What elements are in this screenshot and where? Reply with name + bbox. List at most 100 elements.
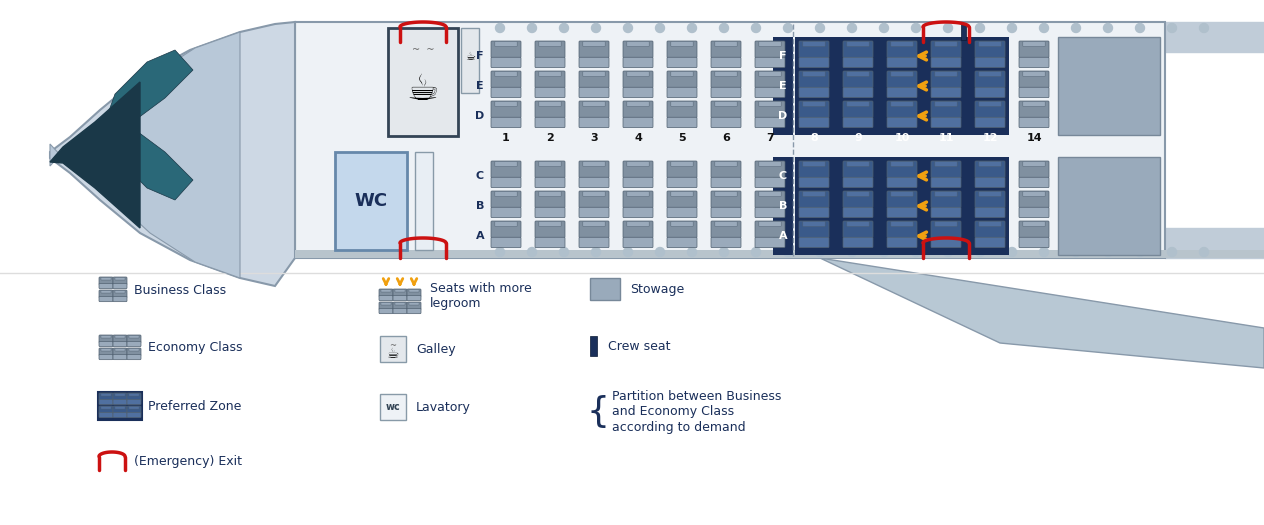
FancyBboxPatch shape [1019,101,1049,118]
Bar [1058,157,1160,255]
FancyBboxPatch shape [975,237,1005,248]
FancyBboxPatch shape [887,221,916,237]
FancyBboxPatch shape [803,41,825,46]
FancyBboxPatch shape [847,101,870,107]
Text: D: D [475,111,484,121]
FancyBboxPatch shape [803,101,825,107]
Circle shape [688,247,696,257]
FancyBboxPatch shape [380,289,391,292]
FancyBboxPatch shape [710,207,741,218]
FancyBboxPatch shape [99,412,112,418]
FancyBboxPatch shape [535,117,565,128]
Text: 8: 8 [810,133,818,143]
Text: Economy Class: Economy Class [148,341,243,354]
FancyBboxPatch shape [407,296,421,301]
Circle shape [1072,247,1081,257]
Text: ~  ~: ~ ~ [412,45,435,55]
Text: ☕: ☕ [387,347,399,361]
Bar [380,336,406,362]
FancyBboxPatch shape [935,41,957,46]
FancyBboxPatch shape [932,191,961,207]
FancyBboxPatch shape [112,335,126,343]
FancyBboxPatch shape [623,87,653,98]
FancyBboxPatch shape [623,191,653,207]
Bar [415,152,434,250]
Text: Stowage: Stowage [629,282,684,296]
FancyBboxPatch shape [99,335,112,343]
Circle shape [976,24,985,33]
FancyBboxPatch shape [799,57,829,68]
Circle shape [1039,24,1049,33]
Circle shape [752,24,761,33]
FancyBboxPatch shape [715,101,737,107]
FancyBboxPatch shape [407,308,421,313]
FancyBboxPatch shape [667,177,696,187]
Text: A: A [779,231,787,241]
Text: C: C [779,171,787,181]
Text: ~: ~ [389,341,397,351]
Circle shape [623,247,632,257]
FancyBboxPatch shape [710,57,741,68]
Text: 3: 3 [590,133,598,143]
Text: F: F [477,51,484,61]
FancyBboxPatch shape [715,192,737,196]
FancyBboxPatch shape [1019,41,1049,58]
FancyBboxPatch shape [975,101,1005,118]
Text: B: B [475,201,484,211]
FancyBboxPatch shape [803,71,825,77]
FancyBboxPatch shape [99,277,112,285]
FancyBboxPatch shape [490,207,521,218]
FancyBboxPatch shape [583,162,605,166]
FancyBboxPatch shape [843,41,873,58]
FancyBboxPatch shape [112,412,126,418]
FancyBboxPatch shape [583,71,605,77]
FancyBboxPatch shape [671,192,693,196]
FancyBboxPatch shape [843,101,873,118]
FancyBboxPatch shape [975,161,1005,177]
FancyBboxPatch shape [579,41,609,58]
Text: 5: 5 [679,133,686,143]
FancyBboxPatch shape [112,297,126,302]
FancyBboxPatch shape [843,177,873,187]
FancyBboxPatch shape [755,117,785,128]
FancyBboxPatch shape [101,349,111,351]
Text: C: C [477,171,484,181]
FancyBboxPatch shape [379,289,393,297]
Polygon shape [1165,22,1264,52]
Bar [774,157,793,255]
FancyBboxPatch shape [891,222,913,226]
FancyBboxPatch shape [755,41,785,58]
FancyBboxPatch shape [583,101,605,107]
FancyBboxPatch shape [99,400,112,405]
Circle shape [1072,24,1081,33]
Polygon shape [1165,228,1264,258]
FancyBboxPatch shape [887,207,916,218]
FancyBboxPatch shape [803,222,825,226]
FancyBboxPatch shape [623,177,653,187]
Text: Seats with more
legroom: Seats with more legroom [430,282,532,310]
FancyBboxPatch shape [535,41,565,58]
FancyBboxPatch shape [978,162,1001,166]
Text: 7: 7 [766,133,774,143]
FancyBboxPatch shape [975,57,1005,68]
Text: F: F [779,51,786,61]
FancyBboxPatch shape [380,302,391,305]
FancyBboxPatch shape [112,406,126,414]
FancyBboxPatch shape [627,192,650,196]
FancyBboxPatch shape [975,41,1005,58]
FancyBboxPatch shape [887,177,916,187]
FancyBboxPatch shape [379,302,393,310]
FancyBboxPatch shape [710,161,741,177]
FancyBboxPatch shape [627,71,650,77]
FancyBboxPatch shape [495,192,517,196]
FancyBboxPatch shape [667,207,696,218]
Circle shape [592,24,600,33]
FancyBboxPatch shape [623,101,653,118]
FancyBboxPatch shape [535,161,565,177]
FancyBboxPatch shape [1019,87,1049,98]
Circle shape [943,24,953,33]
Bar [590,336,597,356]
FancyBboxPatch shape [490,87,521,98]
FancyBboxPatch shape [1019,57,1049,68]
Bar [774,37,793,135]
